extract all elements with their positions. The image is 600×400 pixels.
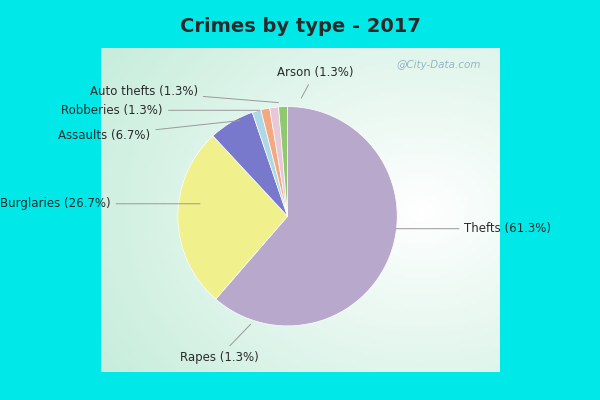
- Text: Assaults (6.7%): Assaults (6.7%): [58, 120, 240, 142]
- Wedge shape: [261, 108, 287, 216]
- Wedge shape: [213, 112, 287, 216]
- Text: Burglaries (26.7%): Burglaries (26.7%): [0, 197, 200, 210]
- Wedge shape: [278, 106, 287, 216]
- Wedge shape: [216, 106, 397, 326]
- Text: Robberies (1.3%): Robberies (1.3%): [61, 104, 260, 117]
- Wedge shape: [178, 136, 287, 299]
- Text: Crimes by type - 2017: Crimes by type - 2017: [179, 16, 421, 36]
- Text: Rapes (1.3%): Rapes (1.3%): [179, 324, 259, 364]
- Text: Arson (1.3%): Arson (1.3%): [277, 66, 353, 98]
- Text: Auto thefts (1.3%): Auto thefts (1.3%): [89, 85, 278, 103]
- Text: Thefts (61.3%): Thefts (61.3%): [396, 222, 551, 235]
- Text: @City-Data.com: @City-Data.com: [396, 60, 481, 70]
- Wedge shape: [269, 107, 287, 216]
- Wedge shape: [253, 110, 287, 216]
